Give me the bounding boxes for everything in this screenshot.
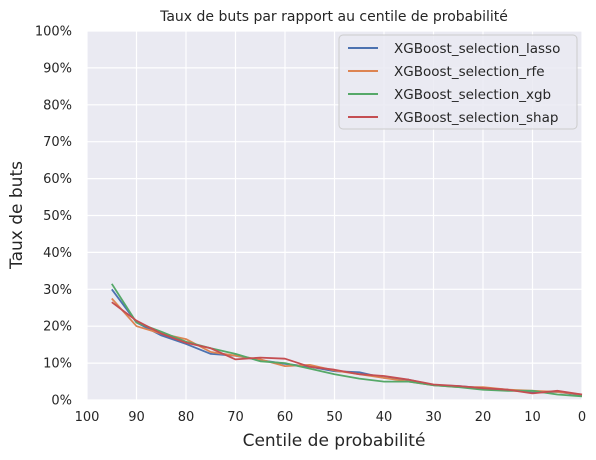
x-tick-label: 50 [326, 410, 343, 425]
y-tick-label: 30% [43, 283, 72, 298]
x-tick-label: 30 [425, 410, 442, 425]
y-tick-label: 90% [43, 61, 72, 76]
y-tick-label: 20% [43, 320, 72, 335]
x-tick-label: 40 [376, 410, 393, 425]
legend-label: XGBoost_selection_rfe [394, 64, 545, 80]
x-tick-label: 20 [475, 410, 492, 425]
y-tick-label: 40% [43, 246, 72, 261]
x-tick-label: 90 [128, 410, 145, 425]
legend-label: XGBoost_selection_xgb [394, 87, 551, 103]
y-axis-title: Taux de buts [7, 161, 27, 270]
x-tick-label: 100 [75, 410, 100, 425]
y-tick-label: 70% [43, 135, 72, 150]
legend-label: XGBoost_selection_shap [394, 110, 558, 126]
x-tick-labels: 100 90 80 70 60 50 40 30 20 10 0 [75, 410, 587, 425]
legend-label: XGBoost_selection_lasso [394, 41, 560, 57]
y-tick-labels: 0% 10% 20% 30% 40% 50% 60% 70% 80% 90% 100% [35, 25, 72, 409]
y-tick-label: 0% [51, 394, 72, 409]
series-line-XGBoost_selection_shap [111, 301, 583, 396]
x-tick-label: 60 [277, 410, 294, 425]
y-tick-label: 80% [43, 98, 72, 113]
y-tick-label: 100% [35, 25, 72, 40]
x-tick-label: 70 [227, 410, 244, 425]
y-tick-label: 60% [43, 172, 72, 187]
x-tick-label: 80 [178, 410, 195, 425]
x-axis-title: Centile de probabilité [243, 431, 426, 451]
x-tick-label: 0 [578, 410, 586, 425]
chart-title: Taux de buts par rapport au centile de p… [159, 9, 508, 25]
x-tick-label: 10 [524, 410, 541, 425]
series-lines [111, 283, 583, 398]
y-tick-label: 10% [43, 357, 72, 372]
y-tick-label: 50% [43, 209, 72, 224]
legend: XGBoost_selection_lasso XGBoost_selection… [338, 34, 578, 130]
legend-frame [338, 34, 578, 130]
